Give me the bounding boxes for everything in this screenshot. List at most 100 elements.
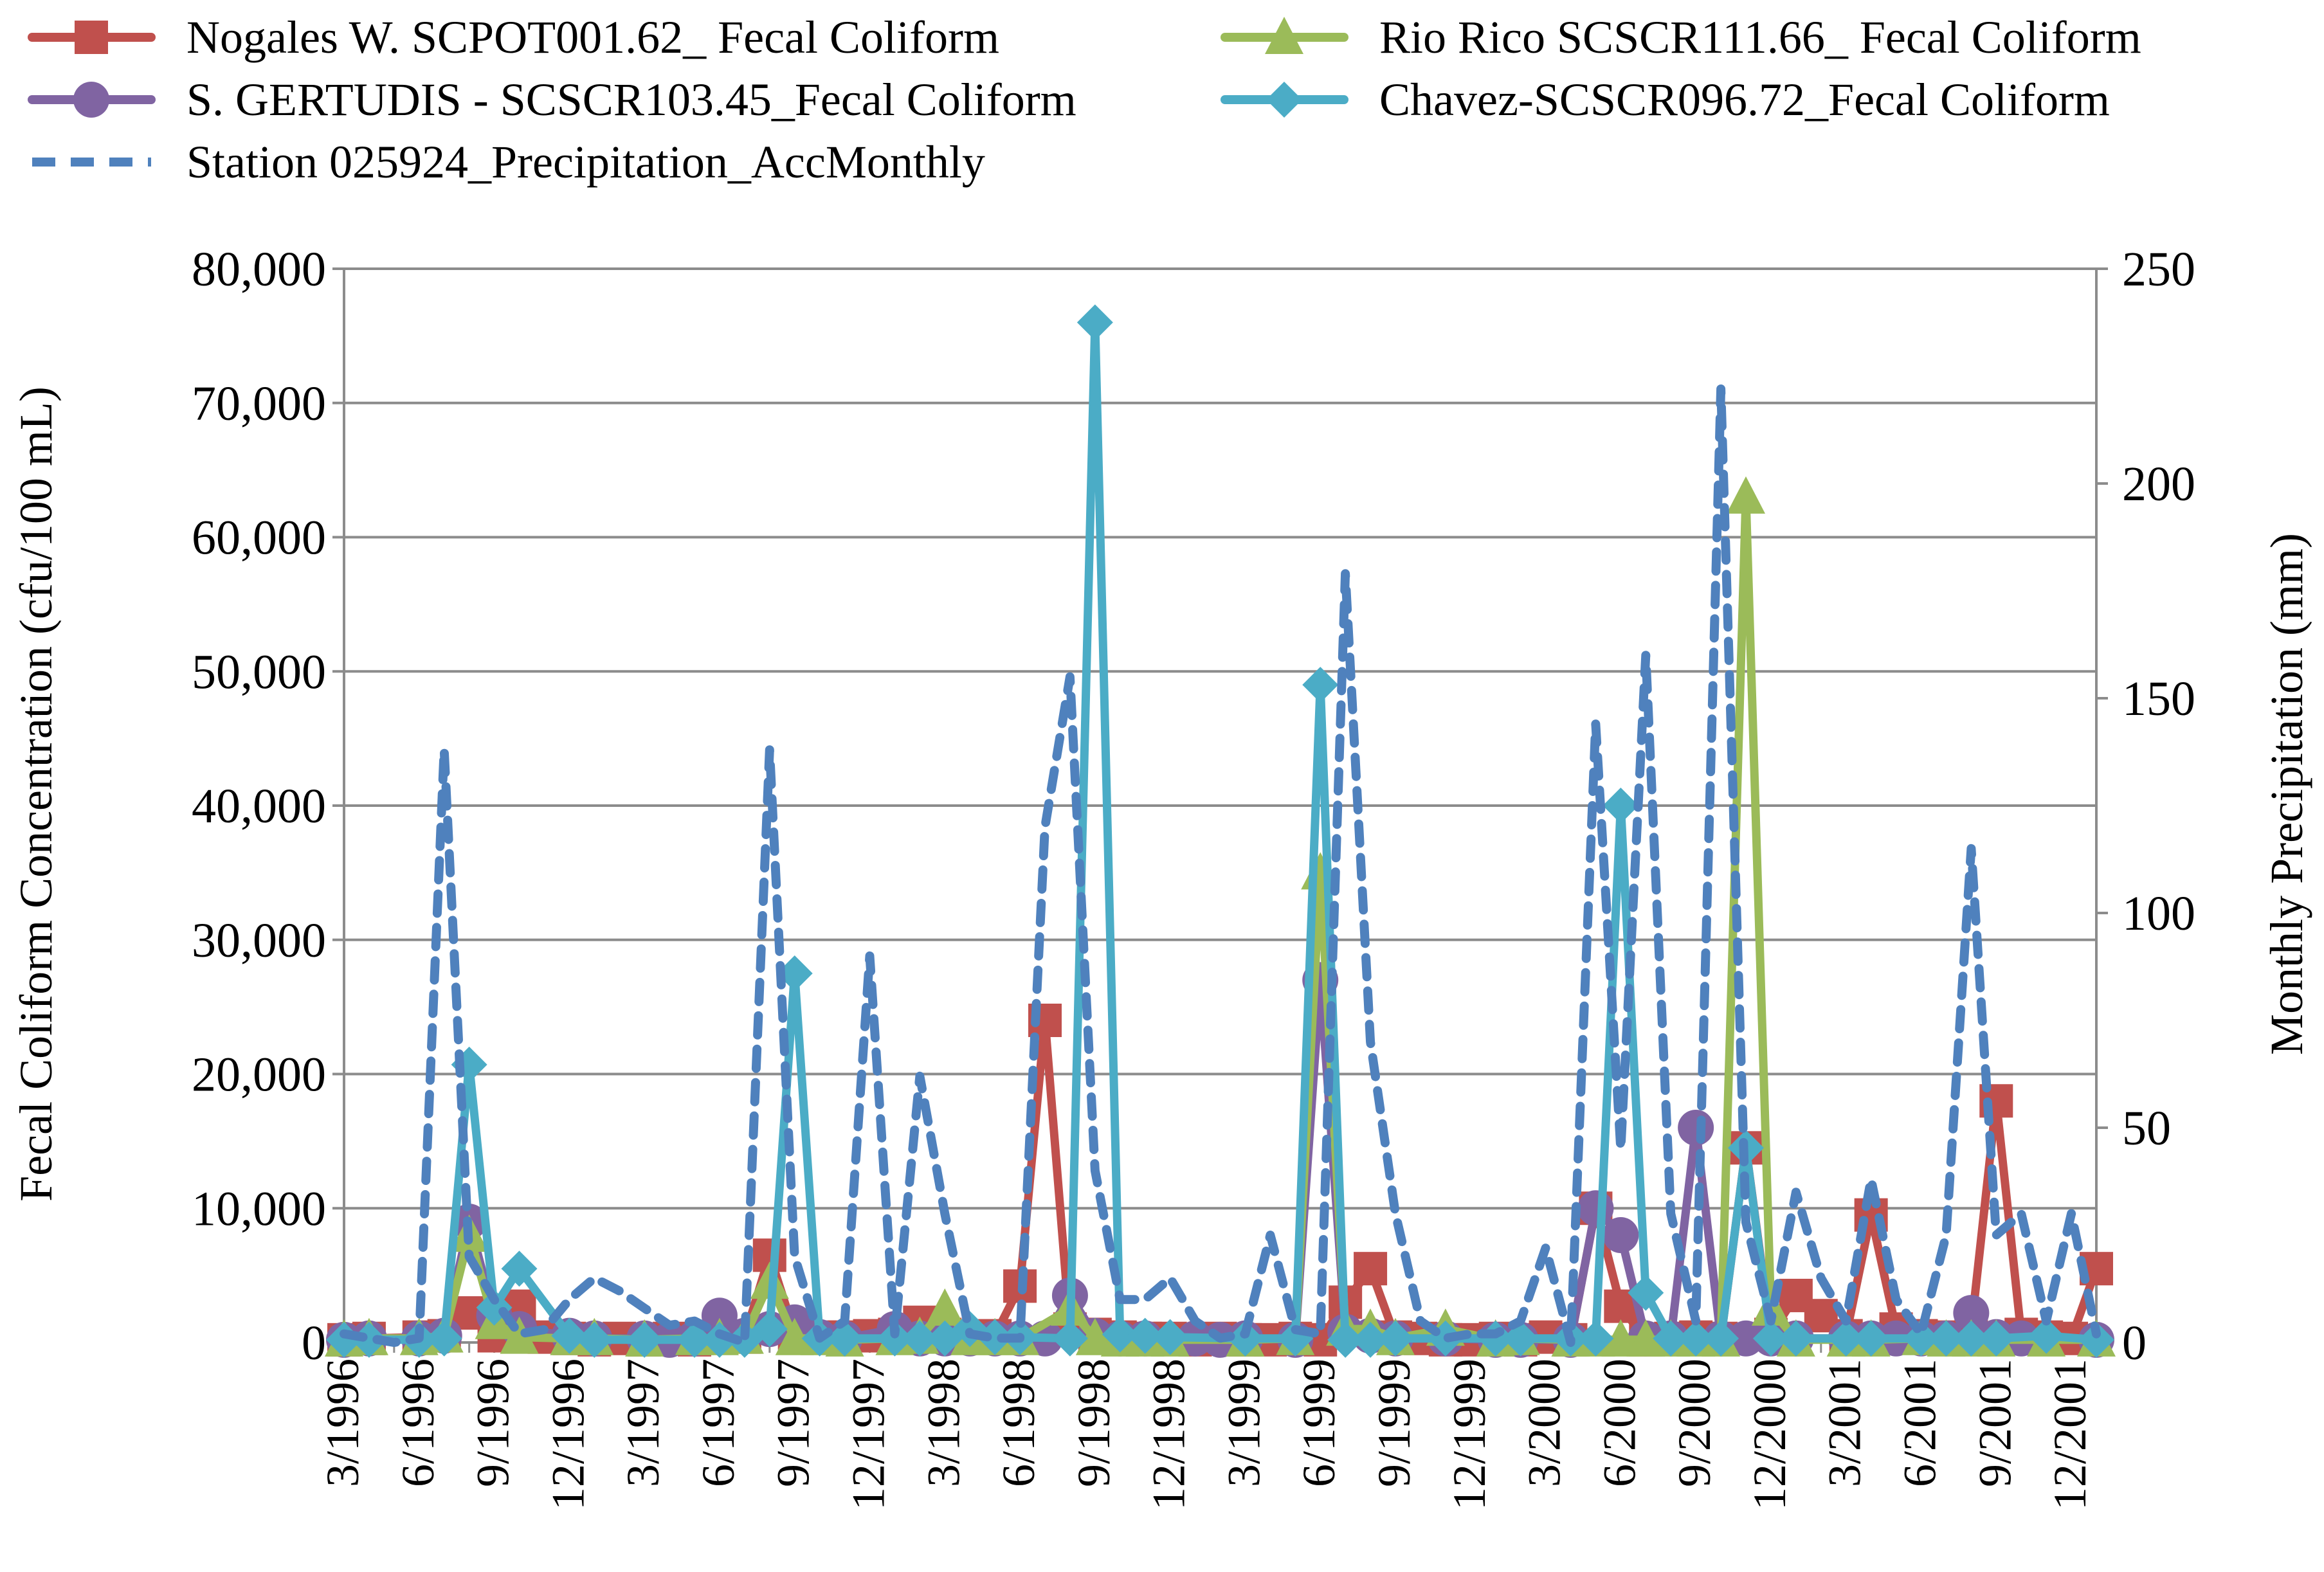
data-point-circle xyxy=(1678,1110,1714,1146)
data-point-circle xyxy=(1577,1190,1614,1227)
data-point-diamond xyxy=(1302,667,1339,703)
data-point-diamond xyxy=(1828,1320,1864,1357)
series-line xyxy=(340,384,2101,1347)
x-tick-label: 3/1996 xyxy=(317,1359,368,1487)
data-point-diamond xyxy=(1152,1319,1188,1355)
data-point-diamond xyxy=(501,1251,538,1287)
legend-entry: Rio Rico SCSCR111.66_ Fecal Coliform xyxy=(1221,12,2141,63)
data-point-square xyxy=(1354,1252,1388,1286)
y-tick-label: 40,000 xyxy=(192,779,326,833)
y2-axis-label: Monthly Precipitation (mm) xyxy=(2261,533,2312,1055)
data-point-diamond xyxy=(551,1317,588,1354)
y-axis-label: Fecal Coliform Concentration (cfu/100 mL… xyxy=(10,386,62,1202)
y2-tick-label: 100 xyxy=(2122,887,2195,941)
x-tick-label: 3/1999 xyxy=(1218,1359,1269,1487)
y-tick-label: 60,000 xyxy=(192,511,326,565)
tick-labels: 0 10,000 20,000 30,000 40,000 50,000 60,000 70,… xyxy=(192,242,2195,1510)
data-point-triangle xyxy=(1601,1319,1640,1357)
x-tick-label: 6/1999 xyxy=(1293,1359,1345,1487)
data-point-diamond xyxy=(2028,1317,2065,1354)
data-point-diamond xyxy=(977,1319,1013,1355)
y2-tick-label: 150 xyxy=(2122,672,2195,726)
x-tick-label: 6/1998 xyxy=(993,1359,1044,1487)
data-point-diamond xyxy=(1978,1320,2015,1357)
y-tick-label: 20,000 xyxy=(192,1048,326,1102)
data-point-triangle xyxy=(1727,476,1765,514)
legend-label: Rio Rico SCSCR111.66_ Fecal Coliform xyxy=(1379,12,2141,63)
y-tick-label: 70,000 xyxy=(192,377,326,431)
legend-marker xyxy=(73,82,109,118)
gridlines xyxy=(344,267,2096,1210)
data-point-circle xyxy=(701,1297,738,1334)
x-tick-label: 12/1998 xyxy=(1143,1359,1195,1510)
legend-label: Station 025924_Precipitation_AccMonthly xyxy=(186,136,985,188)
data-point-diamond xyxy=(1628,1274,1664,1311)
data-point-diamond xyxy=(826,1320,863,1357)
data-point-diamond xyxy=(1853,1320,1889,1357)
legend: Nogales W. SCPOT001.62_ Fecal Coliform Ri… xyxy=(28,12,2141,188)
y2-tick-label: 250 xyxy=(2122,242,2195,296)
legend-entry: Chavez-SCSCR096.72_Fecal Coliform xyxy=(1221,74,2110,125)
legend-entry: Station 025924_Precipitation_AccMonthly xyxy=(32,136,985,188)
x-tick-label: 9/2000 xyxy=(1669,1359,1720,1487)
series-chavez-scscr096-72-fecal-coliform xyxy=(326,304,2114,1358)
data-point-diamond xyxy=(776,955,813,991)
data-point-triangle xyxy=(775,1317,814,1355)
data-point-diamond xyxy=(350,1321,387,1358)
x-tick-label: 9/1996 xyxy=(468,1359,519,1487)
x-tick-label: 12/1997 xyxy=(843,1359,894,1510)
x-tick-label: 12/2000 xyxy=(1744,1359,1795,1510)
data-point-circle xyxy=(1728,1320,1764,1357)
legend-label: Nogales W. SCPOT001.62_ Fecal Coliform xyxy=(186,12,999,63)
x-tick-label: 3/2000 xyxy=(1519,1359,1570,1487)
legend-marker xyxy=(1266,82,1302,118)
x-tick-label: 9/1997 xyxy=(768,1359,819,1487)
x-tick-label: 6/2001 xyxy=(1894,1359,1946,1487)
data-point-triangle xyxy=(500,1316,539,1354)
y-tick-label: 30,000 xyxy=(192,914,326,968)
legend-marker xyxy=(1265,17,1303,54)
data-point-diamond xyxy=(902,1320,938,1357)
legend-label: S. GERTUDIS - SCSCR103.45_Fecal Coliform xyxy=(186,74,1076,125)
y-tick-label: 0 xyxy=(302,1316,326,1370)
data-point-diamond xyxy=(1051,1320,1088,1357)
y2-tick-label: 0 xyxy=(2122,1316,2147,1370)
data-point-diamond xyxy=(1752,1320,1789,1357)
x-tick-label: 12/1996 xyxy=(542,1359,594,1510)
x-tick-label: 12/1999 xyxy=(1444,1359,1495,1510)
y-tick-label: 80,000 xyxy=(192,242,326,296)
data-point-diamond xyxy=(1102,1316,1138,1353)
x-tick-label: 9/1998 xyxy=(1068,1359,1120,1487)
data-point-diamond xyxy=(1678,1320,1714,1357)
y2-tick-label: 50 xyxy=(2122,1101,2171,1155)
legend-entry: Nogales W. SCPOT001.62_ Fecal Coliform xyxy=(28,12,999,63)
data-point-circle xyxy=(1602,1217,1639,1253)
data-point-diamond xyxy=(1227,1320,1264,1357)
data-point-diamond xyxy=(1903,1320,1939,1357)
x-tick-label: 12/2001 xyxy=(2044,1359,2096,1510)
data-point-triangle xyxy=(925,1288,965,1326)
x-tick-label: 6/2000 xyxy=(1593,1359,1645,1487)
series-station-025924-precipitation-accmonthly xyxy=(340,384,2101,1347)
x-tick-label: 6/1996 xyxy=(392,1359,444,1487)
data-point-diamond xyxy=(1777,1320,1814,1357)
legend-entry: S. GERTUDIS - SCSCR103.45_Fecal Coliform xyxy=(28,74,1076,125)
y-tick-label: 50,000 xyxy=(192,645,326,699)
data-point-diamond xyxy=(1653,1320,1689,1357)
data-point-diamond xyxy=(876,1320,913,1357)
data-point-diamond xyxy=(476,1289,513,1326)
data-point-diamond xyxy=(1327,1321,1364,1358)
data-point-triangle xyxy=(1075,1317,1114,1355)
data-point-diamond xyxy=(1703,1320,1739,1357)
x-tick-label: 3/1997 xyxy=(617,1359,669,1487)
x-tick-label: 9/2001 xyxy=(1969,1359,2020,1487)
data-point-circle xyxy=(1953,1295,1990,1332)
data-point-diamond xyxy=(1928,1320,1965,1357)
data-point-diamond xyxy=(1352,1321,1389,1358)
data-point-diamond xyxy=(576,1321,613,1358)
y2-tick-label: 200 xyxy=(2122,457,2195,511)
data-point-diamond xyxy=(1602,788,1639,824)
x-tick-label: 3/1998 xyxy=(918,1359,969,1487)
